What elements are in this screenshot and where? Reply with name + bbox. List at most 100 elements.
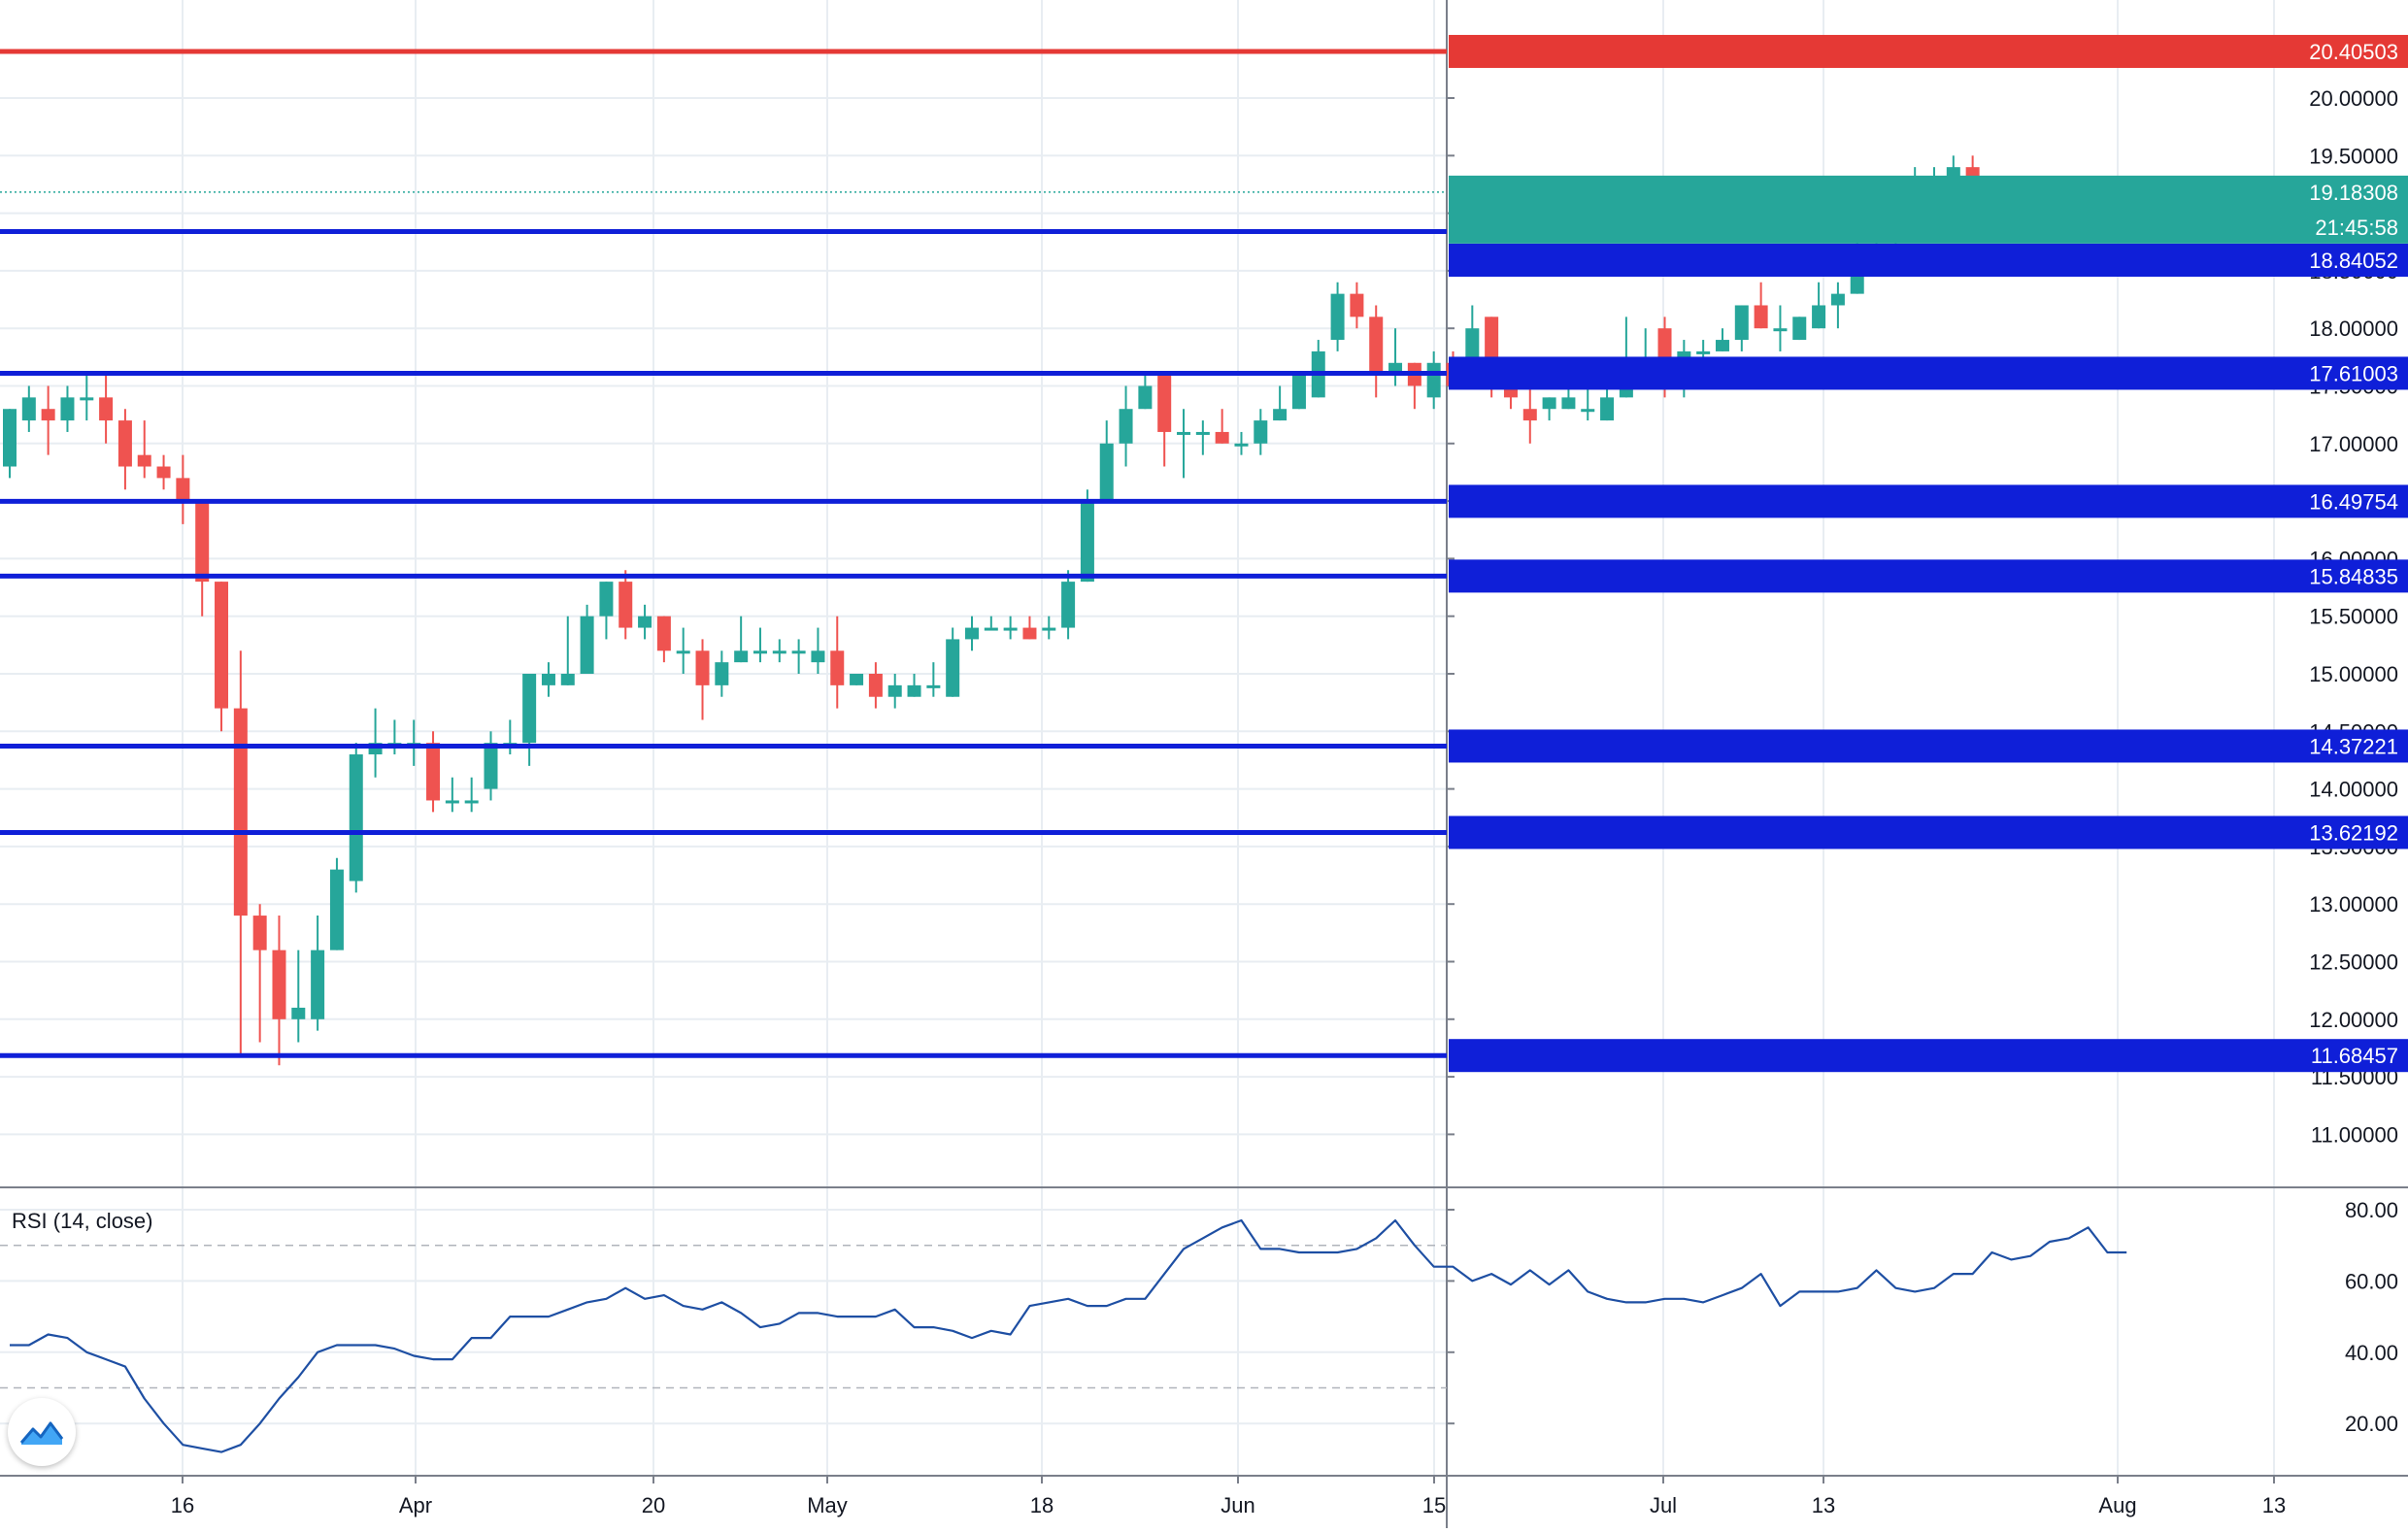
candle-body xyxy=(868,674,883,697)
candle-body xyxy=(1273,409,1288,421)
candle-body xyxy=(926,684,941,688)
candle-body xyxy=(1812,305,1826,329)
time-tick-label: Jul xyxy=(1650,1493,1677,1517)
candle-body xyxy=(1215,431,1229,444)
candle-body xyxy=(638,616,652,628)
candle-body xyxy=(1119,409,1133,444)
candle-body xyxy=(599,582,614,617)
candle-body xyxy=(1022,627,1037,640)
candle-body xyxy=(984,627,998,631)
candle-body xyxy=(887,684,902,697)
candle-body xyxy=(41,409,55,421)
candle-body xyxy=(695,650,710,685)
tradingview-logo-icon[interactable] xyxy=(8,1398,76,1466)
level-price-label-bg xyxy=(1449,729,2408,763)
candle-body xyxy=(1792,317,1807,341)
price-tick-label: 12.00000 xyxy=(2309,1008,2398,1032)
candle-body xyxy=(772,650,786,654)
price-tick-label: 15.50000 xyxy=(2309,605,2398,629)
candle-body xyxy=(156,466,171,479)
candle-body xyxy=(464,800,479,804)
time-tick-label: 18 xyxy=(1030,1493,1054,1517)
candle-body xyxy=(522,674,537,744)
candle-body xyxy=(1715,340,1729,351)
candle-body xyxy=(368,743,383,755)
candle-body xyxy=(1581,409,1595,413)
price-tick-label: 17.00000 xyxy=(2309,432,2398,456)
candle-body xyxy=(619,582,633,628)
candle-body xyxy=(1099,443,1114,502)
candle-body xyxy=(907,684,921,697)
candle-body xyxy=(752,650,767,654)
last-price-label: 19.18308 xyxy=(2309,181,2398,205)
level-price-label-bg xyxy=(1449,244,2408,277)
candle-body xyxy=(734,650,749,663)
rsi-tick-label: 20.00 xyxy=(2345,1412,2398,1436)
time-tick-label: 16 xyxy=(171,1493,194,1517)
level-price-label-bg xyxy=(1449,559,2408,593)
candle-body xyxy=(349,754,363,882)
rsi-tick-label: 80.00 xyxy=(2345,1198,2398,1222)
time-tick-label: Aug xyxy=(2098,1493,2136,1517)
level-price-label: 11.68457 xyxy=(2311,1044,2398,1068)
candle-body xyxy=(311,950,325,1019)
time-tick-label: 20 xyxy=(642,1493,665,1517)
level-price-label-bg xyxy=(1449,34,2408,68)
candle-body xyxy=(1734,305,1749,341)
candle-body xyxy=(176,478,190,502)
time-tick-label: 13 xyxy=(1812,1493,1835,1517)
price-tick-label: 12.50000 xyxy=(2309,950,2398,975)
candle-body xyxy=(60,397,75,421)
candle-body xyxy=(1254,420,1268,444)
level-price-label: 13.62192 xyxy=(2309,820,2398,845)
candle-body xyxy=(1291,374,1306,410)
candle-body xyxy=(291,1007,306,1019)
candle-body xyxy=(329,869,344,950)
candle-body xyxy=(715,662,729,685)
price-tick-label: 14.00000 xyxy=(2309,778,2398,802)
candle-body xyxy=(1561,397,1576,410)
candle-body xyxy=(1426,362,1441,398)
price-tick-label: 15.00000 xyxy=(2309,662,2398,686)
candle-body xyxy=(1830,293,1845,306)
candle-body xyxy=(1195,431,1210,435)
last-price-badge-bg xyxy=(1449,175,2408,244)
candle-body xyxy=(99,397,114,421)
level-price-label: 16.49754 xyxy=(2309,489,2398,514)
candle-body xyxy=(791,650,806,654)
level-price-label-bg xyxy=(1449,484,2408,518)
candle-body xyxy=(946,639,960,697)
time-tick-label: Apr xyxy=(399,1493,432,1517)
candle-body xyxy=(1754,305,1768,329)
candle-body xyxy=(3,409,17,467)
candle-body xyxy=(850,674,864,685)
candle-body xyxy=(1042,627,1056,631)
countdown-label: 21:45:58 xyxy=(2315,216,2398,240)
level-price-label-bg xyxy=(1449,1039,2408,1073)
candle-body xyxy=(1350,293,1364,317)
price-tick-label: 11.00000 xyxy=(2311,1122,2398,1147)
level-price-label-bg xyxy=(1449,356,2408,390)
candle-body xyxy=(676,650,690,654)
candle-body xyxy=(1619,385,1633,398)
candle-body xyxy=(252,916,267,950)
candle-body xyxy=(233,708,248,916)
level-price-label: 18.84052 xyxy=(2309,249,2398,273)
candle-body xyxy=(1388,362,1403,375)
candle-body xyxy=(1157,374,1172,432)
price-tick-label: 20.00000 xyxy=(2309,86,2398,111)
candle-body xyxy=(1522,409,1537,421)
level-price-label: 20.40503 xyxy=(2309,40,2398,64)
level-price-label: 14.37221 xyxy=(2309,734,2398,758)
candle-body xyxy=(195,501,210,583)
candle-body xyxy=(117,420,132,467)
rsi-indicator-label: RSI (14, close) xyxy=(12,1209,153,1233)
rsi-line xyxy=(10,1218,2127,1453)
level-price-label: 15.84835 xyxy=(2309,564,2398,588)
price-tick-label: 18.00000 xyxy=(2309,317,2398,341)
price-tick-label: 19.50000 xyxy=(2309,144,2398,168)
candle-body xyxy=(1177,431,1191,435)
candle-body xyxy=(830,650,845,685)
